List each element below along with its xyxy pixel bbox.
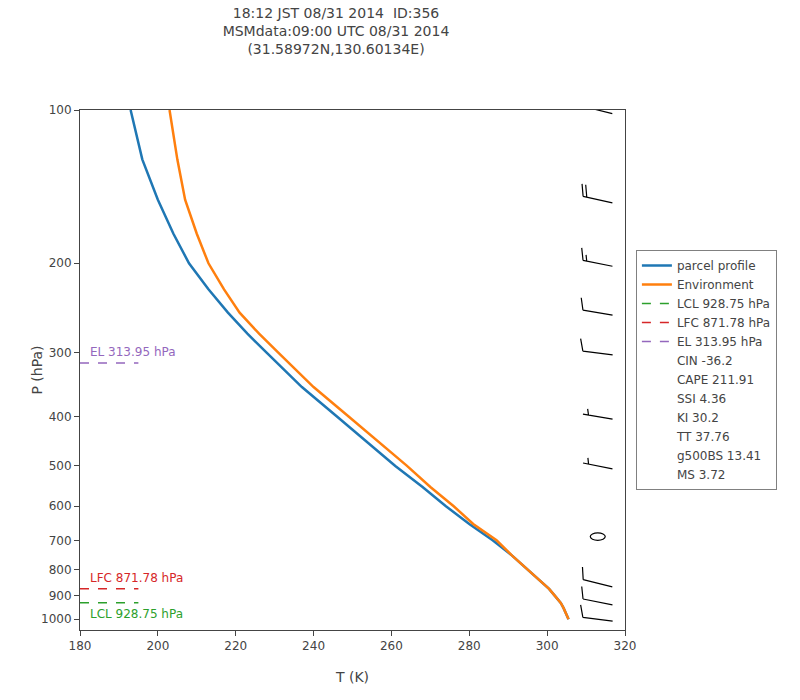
svg-text:800: 800 [49, 563, 72, 577]
svg-text:200: 200 [146, 639, 169, 653]
svg-text:900: 900 [49, 589, 72, 603]
svg-text:SSI 4.36: SSI 4.36 [677, 392, 726, 406]
svg-text:600: 600 [49, 499, 72, 513]
svg-text:1000: 1000 [41, 612, 72, 626]
svg-text:MS 3.72: MS 3.72 [677, 468, 726, 482]
svg-text:P (hPa): P (hPa) [29, 345, 45, 394]
svg-text:300: 300 [49, 346, 72, 360]
svg-text:T (K): T (K) [335, 669, 369, 685]
svg-text:200: 200 [49, 256, 72, 270]
svg-text:700: 700 [49, 534, 72, 548]
svg-text:220: 220 [224, 639, 247, 653]
svg-text:280: 280 [458, 639, 481, 653]
svg-text:EL 313.95 hPa: EL 313.95 hPa [677, 335, 763, 349]
svg-text:300: 300 [536, 639, 559, 653]
svg-text:260: 260 [380, 639, 403, 653]
svg-text:240: 240 [302, 639, 325, 653]
svg-text:18:12 JST 08/31 2014 ID:356MS: 18:12 JST 08/31 2014 ID:356MSMdata:09:00… [223, 5, 450, 57]
svg-text:g500BS 13.41: g500BS 13.41 [677, 449, 761, 463]
svg-text:LFC 871.78 hPa: LFC 871.78 hPa [677, 316, 770, 330]
svg-text:LFC 871.78 hPa: LFC 871.78 hPa [90, 571, 183, 585]
svg-text:500: 500 [49, 459, 72, 473]
svg-text:parcel profile: parcel profile [677, 259, 756, 273]
svg-text:TT 37.76: TT 37.76 [676, 430, 730, 444]
svg-text:320: 320 [614, 639, 637, 653]
svg-text:100: 100 [49, 103, 72, 117]
svg-text:LCL 928.75 hPa: LCL 928.75 hPa [90, 607, 183, 621]
svg-text:LCL 928.75 hPa: LCL 928.75 hPa [677, 297, 770, 311]
svg-text:EL 313.95 hPa: EL 313.95 hPa [90, 345, 176, 359]
svg-text:CIN -36.2: CIN -36.2 [677, 354, 733, 368]
svg-text:400: 400 [49, 410, 72, 424]
svg-text:KI 30.2: KI 30.2 [677, 411, 719, 425]
svg-text:CAPE 211.91: CAPE 211.91 [677, 373, 754, 387]
svg-text:Environment: Environment [677, 278, 754, 292]
svg-text:180: 180 [69, 639, 92, 653]
